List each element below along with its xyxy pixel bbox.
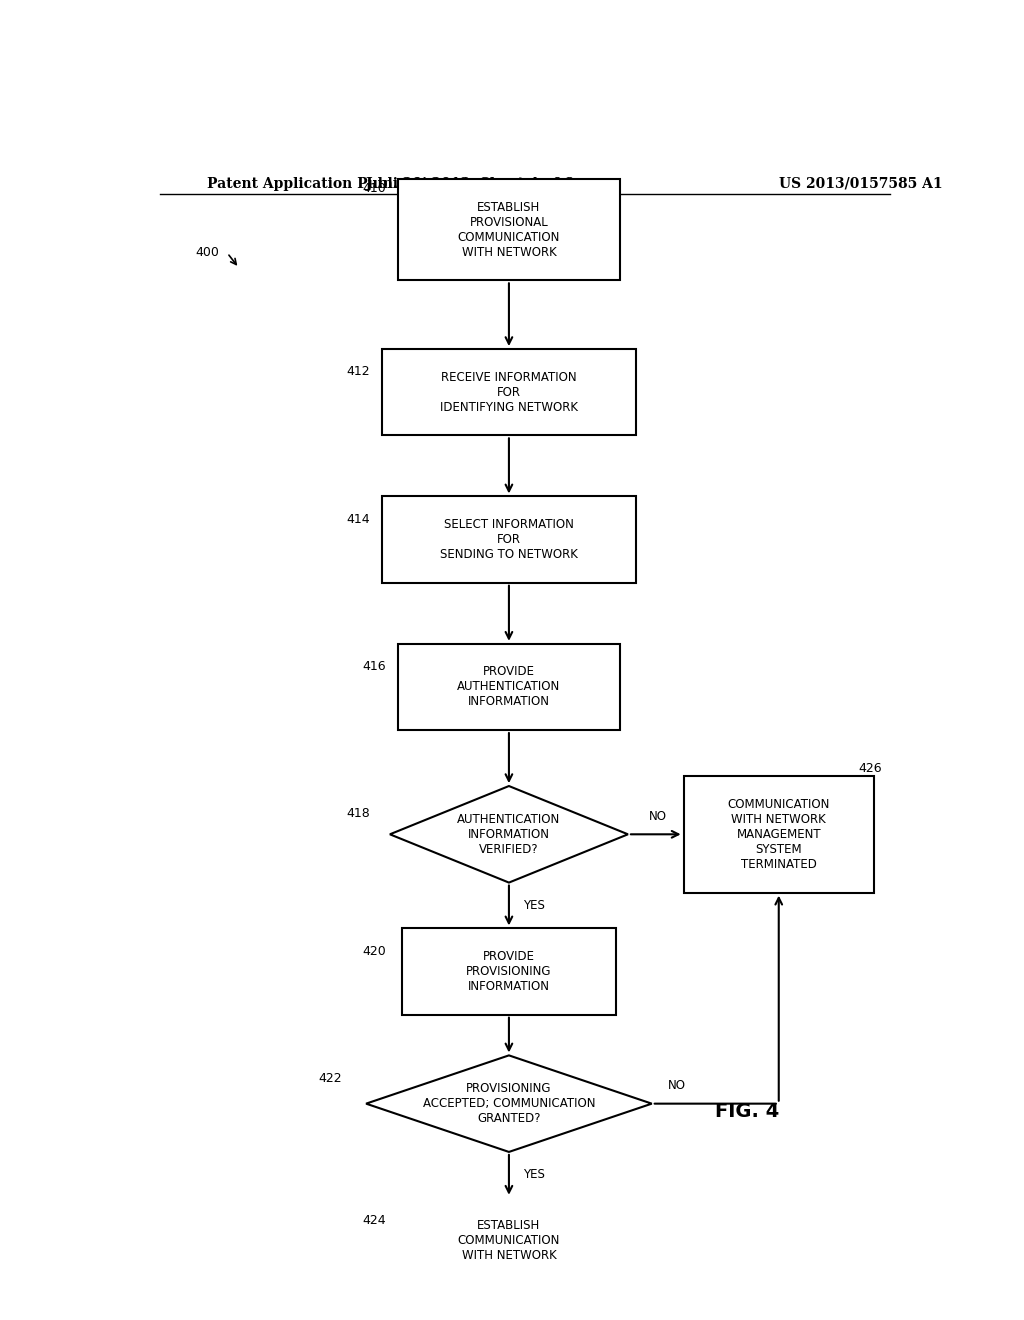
- Text: 426: 426: [858, 762, 882, 775]
- Polygon shape: [367, 1056, 651, 1152]
- Text: COMMUNICATION
WITH NETWORK
MANAGEMENT
SYSTEM
TERMINATED: COMMUNICATION WITH NETWORK MANAGEMENT SY…: [728, 797, 829, 871]
- Text: ESTABLISH
COMMUNICATION
WITH NETWORK: ESTABLISH COMMUNICATION WITH NETWORK: [458, 1220, 560, 1262]
- Text: PROVIDE
PROVISIONING
INFORMATION: PROVIDE PROVISIONING INFORMATION: [466, 950, 552, 993]
- Text: ESTABLISH
PROVISIONAL
COMMUNICATION
WITH NETWORK: ESTABLISH PROVISIONAL COMMUNICATION WITH…: [458, 201, 560, 259]
- Text: SELECT INFORMATION
FOR
SENDING TO NETWORK: SELECT INFORMATION FOR SENDING TO NETWOR…: [440, 517, 578, 561]
- Text: NO: NO: [669, 1078, 686, 1092]
- Text: 412: 412: [346, 366, 370, 379]
- Polygon shape: [390, 785, 628, 883]
- Text: 414: 414: [346, 512, 370, 525]
- Text: 422: 422: [318, 1072, 342, 1085]
- FancyBboxPatch shape: [382, 348, 636, 436]
- FancyBboxPatch shape: [684, 776, 873, 892]
- FancyBboxPatch shape: [397, 644, 620, 730]
- Text: RECEIVE INFORMATION
FOR
IDENTIFYING NETWORK: RECEIVE INFORMATION FOR IDENTIFYING NETW…: [440, 371, 578, 413]
- Text: YES: YES: [523, 899, 545, 912]
- Text: 418: 418: [346, 808, 370, 821]
- Text: AUTHENTICATION
INFORMATION
VERIFIED?: AUTHENTICATION INFORMATION VERIFIED?: [458, 813, 560, 855]
- Text: Patent Application Publication: Patent Application Publication: [207, 177, 447, 191]
- FancyBboxPatch shape: [401, 1197, 616, 1284]
- Text: YES: YES: [523, 1168, 545, 1181]
- Text: US 2013/0157585 A1: US 2013/0157585 A1: [778, 177, 942, 191]
- Text: Jun. 20, 2013  Sheet 4 of 6: Jun. 20, 2013 Sheet 4 of 6: [366, 177, 573, 191]
- Text: 424: 424: [362, 1214, 386, 1228]
- Text: PROVISIONING
ACCEPTED; COMMUNICATION
GRANTED?: PROVISIONING ACCEPTED; COMMUNICATION GRA…: [423, 1082, 595, 1125]
- Text: 400: 400: [196, 247, 219, 260]
- Text: NO: NO: [649, 809, 667, 822]
- FancyBboxPatch shape: [401, 928, 616, 1015]
- Text: FIG. 4: FIG. 4: [715, 1102, 779, 1121]
- Text: 420: 420: [362, 945, 386, 958]
- FancyBboxPatch shape: [382, 496, 636, 582]
- FancyBboxPatch shape: [397, 178, 620, 280]
- Text: 416: 416: [362, 660, 386, 673]
- Text: 410: 410: [362, 182, 386, 195]
- Text: PROVIDE
AUTHENTICATION
INFORMATION: PROVIDE AUTHENTICATION INFORMATION: [458, 665, 560, 709]
